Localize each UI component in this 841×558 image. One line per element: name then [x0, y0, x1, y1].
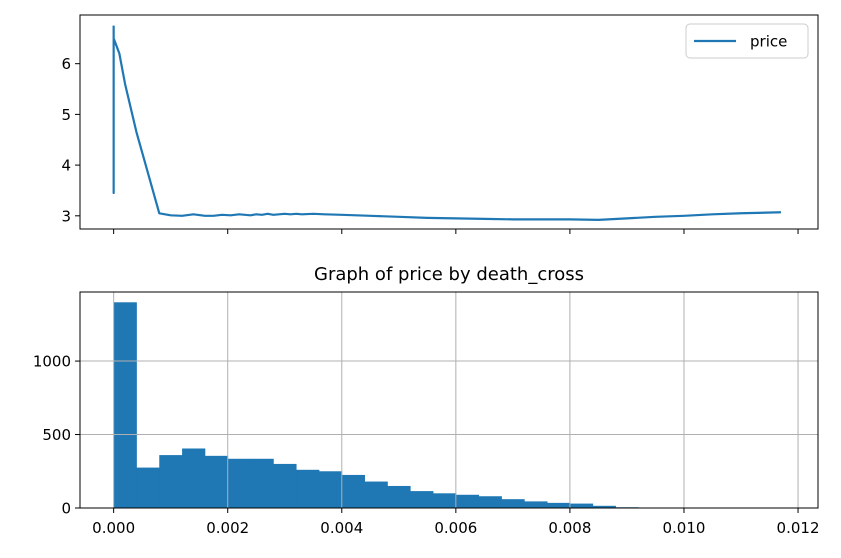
histogram-bar — [273, 464, 296, 508]
histogram-bar — [365, 482, 388, 508]
histogram-bar — [319, 471, 342, 508]
bottom-x-tick-label: 0.002 — [206, 519, 249, 537]
bottom-x-tick-label: 0.010 — [662, 519, 705, 537]
histogram-bar — [296, 470, 319, 508]
histogram-bar — [456, 495, 479, 508]
bottom-x-tick-label: 0.008 — [548, 519, 591, 537]
histogram-bar — [205, 456, 228, 508]
bottom-x-tick-label: 0.006 — [434, 519, 477, 537]
legend: price — [686, 24, 808, 58]
top-y-tick-label: 6 — [61, 55, 71, 73]
top-panel: 3 4 5 6 price — [61, 15, 818, 234]
histogram-bar — [524, 501, 547, 508]
histogram-bar — [136, 468, 159, 508]
histogram-bar — [570, 504, 593, 508]
histogram-bar — [342, 475, 365, 508]
histogram-bar — [501, 499, 524, 508]
histogram-bar — [547, 503, 570, 508]
histogram-bar — [159, 455, 182, 508]
histogram-bar — [182, 448, 205, 508]
histogram-bar — [114, 302, 137, 508]
histogram-bar — [410, 491, 433, 508]
histogram-bar — [251, 459, 274, 508]
top-y-tick-label: 4 — [61, 157, 71, 175]
bottom-x-tick-label: 0.000 — [92, 519, 135, 537]
histogram-bar — [228, 459, 251, 508]
bottom-y-tick-label: 1000 — [33, 353, 71, 371]
histogram-bar — [479, 496, 502, 508]
top-y-tick-label: 5 — [61, 106, 71, 124]
histogram-bar — [433, 493, 456, 508]
bottom-x-tick-label: 0.012 — [777, 519, 820, 537]
bottom-panel: Graph of price by death_cross 0 500 1000 0.0… — [33, 264, 820, 537]
price-series-line — [114, 26, 781, 220]
bottom-y-tick-label: 0 — [61, 500, 71, 518]
top-y-tick-label: 3 — [61, 207, 71, 225]
histogram-bar — [387, 486, 410, 508]
bottom-y-tick-label: 500 — [42, 426, 71, 444]
legend-label: price — [750, 33, 787, 51]
bottom-x-tick-label: 0.004 — [320, 519, 363, 537]
chart-title: Graph of price by death_cross — [314, 264, 584, 285]
